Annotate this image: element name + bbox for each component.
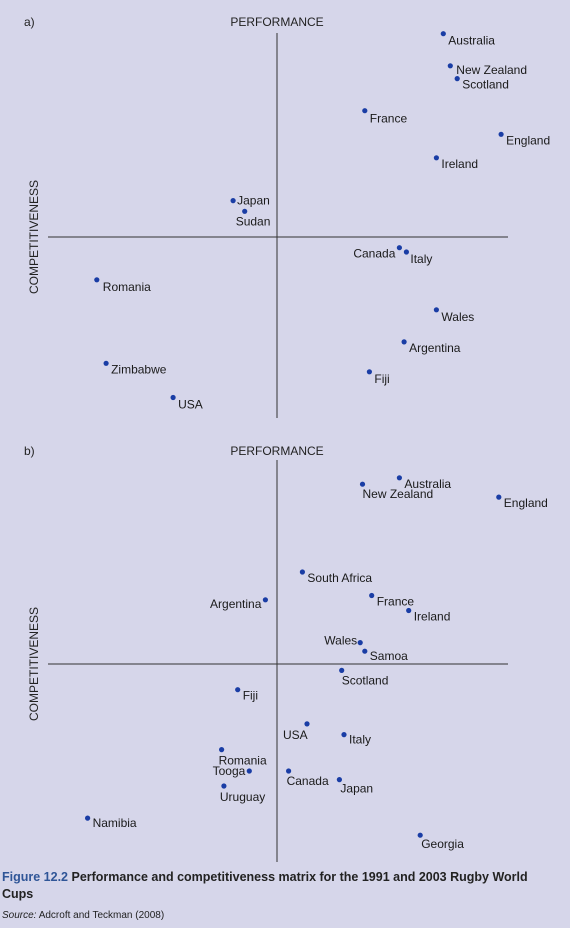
- point-label-england: England: [504, 496, 548, 510]
- point-label-georgia: Georgia: [421, 837, 464, 851]
- point-label-italy: Italy: [410, 252, 432, 266]
- panel-label: b): [24, 444, 35, 458]
- point-georgia: [417, 832, 423, 838]
- point-label-tooga: Tooga: [213, 764, 246, 778]
- performance-axis-label: PERFORMANCE: [230, 444, 323, 458]
- point-label-argentina: Argentina: [409, 341, 461, 355]
- figure-caption-text: Performance and competitiveness matrix f…: [2, 870, 528, 901]
- figure-caption: Figure 12.2 Performance and competitiven…: [2, 869, 562, 903]
- point-wales: [357, 640, 363, 646]
- point-zimbabwe: [103, 360, 109, 366]
- point-canada: [396, 245, 402, 251]
- point-fiji: [235, 687, 241, 693]
- competitiveness-axis-label: COMPETITIVENESS: [27, 607, 41, 721]
- point-uruguay: [221, 783, 227, 789]
- point-label-australia: Australia: [404, 477, 451, 491]
- point-australia: [396, 475, 402, 481]
- point-label-wales: Wales: [324, 634, 357, 648]
- point-south-africa: [299, 569, 305, 575]
- point-france: [362, 108, 368, 114]
- panel-label: a): [24, 15, 35, 29]
- source-label: Source:: [2, 910, 37, 921]
- point-namibia: [85, 815, 91, 821]
- chart-panel-a: a) PERFORMANCE COMPETITIVENESS Australia New…: [24, 15, 550, 418]
- point-argentina: [262, 597, 268, 603]
- point-canada: [286, 768, 292, 774]
- point-label-new-zealand: New Zealand: [456, 63, 527, 77]
- point-label-ireland: Ireland: [414, 610, 451, 624]
- point-sudan: [242, 208, 248, 214]
- point-label-zimbabwe: Zimbabwe: [111, 362, 167, 376]
- point-label-namibia: Namibia: [93, 816, 137, 830]
- point-label-france: France: [377, 595, 415, 609]
- point-samoa: [362, 648, 368, 654]
- point-label-england: England: [506, 133, 550, 147]
- point-australia: [440, 31, 446, 37]
- point-label-usa: USA: [283, 728, 308, 742]
- point-romania: [94, 277, 100, 283]
- point-new-zealand: [447, 63, 453, 69]
- point-label-south-africa: South Africa: [307, 571, 372, 585]
- figure-source: Source: Adcroft and Teckman (2008): [2, 910, 164, 921]
- chart-panel-b: b) PERFORMANCE COMPETITIVENESS AustraliaNew…: [24, 444, 548, 862]
- point-label-fiji: Fiji: [243, 689, 258, 703]
- point-label-romania: Romania: [219, 754, 267, 768]
- point-label-romania: Romania: [103, 280, 151, 294]
- point-japan: [230, 198, 236, 204]
- point-argentina: [401, 339, 407, 345]
- point-new-zealand: [359, 481, 366, 487]
- point-usa: [170, 394, 176, 401]
- point-usa: [304, 721, 310, 727]
- point-label-ireland: Ireland: [441, 157, 478, 171]
- point-italy: [403, 249, 409, 255]
- point-italy: [341, 732, 347, 738]
- point-scotland: [339, 667, 345, 674]
- point-england: [496, 494, 502, 500]
- point-japan: [336, 777, 342, 783]
- point-label-italy: Italy: [349, 733, 371, 747]
- point-label-new-zealand: New Zealand: [363, 487, 434, 501]
- point-label-usa: USA: [178, 398, 203, 412]
- point-fiji: [366, 369, 372, 375]
- point-label-japan: Japan: [340, 782, 373, 796]
- point-label-sudan: Sudan: [236, 214, 271, 228]
- performance-competitiveness-matrix: a) PERFORMANCECOMPETITIVENESSAustraliaNew…: [24, 15, 550, 862]
- point-label-scotland: Scotland: [462, 78, 509, 92]
- point-wales: [433, 307, 439, 313]
- point-label-fiji: Fiji: [374, 372, 389, 386]
- competitiveness-axis-label: COMPETITIVENESS: [27, 180, 41, 294]
- point-romania: [219, 747, 225, 753]
- point-label-france: France: [370, 112, 408, 126]
- point-tooga: [246, 768, 252, 774]
- point-label-samoa: Samoa: [370, 649, 408, 663]
- point-label-canada: Canada: [287, 774, 329, 788]
- figure-number: Figure 12.2: [2, 870, 68, 884]
- source-text: Adcroft and Teckman (2008): [38, 910, 165, 921]
- point-label-wales: Wales: [441, 310, 474, 324]
- point-label-japan: Japan: [237, 194, 270, 208]
- point-label-scotland: Scotland: [342, 673, 389, 687]
- point-label-uruguay: Uruguay: [220, 790, 265, 804]
- point-france: [369, 592, 375, 599]
- point-ireland: [433, 155, 439, 161]
- point-ireland: [406, 607, 412, 614]
- point-label-argentina: Argentina: [210, 597, 262, 611]
- point-scotland: [454, 76, 460, 82]
- point-england: [498, 131, 504, 137]
- performance-axis-label: PERFORMANCE: [230, 15, 323, 29]
- point-label-australia: Australia: [448, 34, 495, 48]
- point-label-canada: Canada: [353, 247, 395, 261]
